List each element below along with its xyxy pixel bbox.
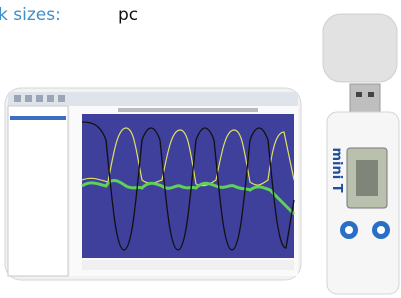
pack-sizes-label: k sizes: [0,5,61,25]
plot-title [118,108,258,112]
selected-row [10,116,66,120]
product-image: k sizes: pc mini T [0,0,401,298]
x-axis-strip [82,260,294,270]
decoration [47,95,54,102]
decoration [14,95,21,102]
software-screenshot [5,88,301,280]
usb-connector [350,84,380,112]
decoration [58,95,65,102]
lcd-digits [356,160,378,196]
page: k sizes: pc mini T (() => { const data =… [0,0,401,298]
brand-label: mini T [329,147,344,192]
decoration [356,92,362,97]
cap [323,14,397,82]
decoration [377,226,385,234]
usb-logger: mini T [323,14,399,294]
decoration [368,92,374,97]
pack-sizes-value: pc [118,5,138,25]
decoration [345,226,353,234]
decoration [25,95,32,102]
side-panel [8,106,68,276]
decoration [36,95,43,102]
